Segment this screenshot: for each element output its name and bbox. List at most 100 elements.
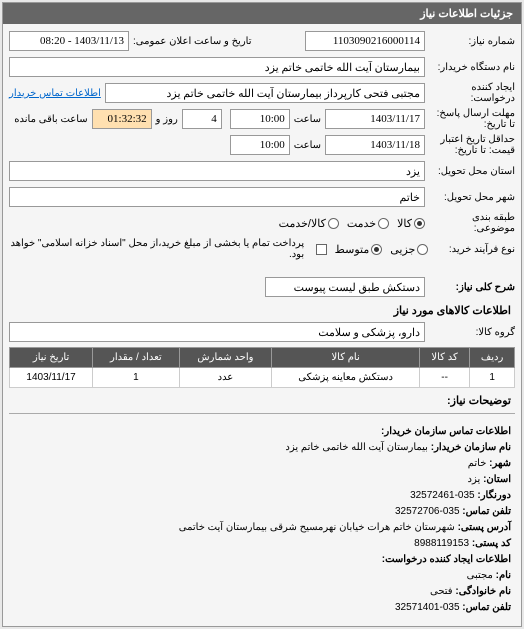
row-process: نوع فرآیند خرید: جزیی متوسط پرداخت تمام … [9,238,515,260]
fax-label: دورنگار: [477,490,511,501]
category-radio-group: کالا خدمت کالا/خدمت [279,217,425,230]
contact-block: اطلاعات تماس سازمان خریدار: نام سازمان خ… [9,420,515,620]
radio-medium[interactable]: متوسط [335,243,383,256]
treasury-checkbox[interactable] [316,244,327,255]
radio-medium-label: متوسط [335,243,370,256]
announce-label: تاریخ و ساعت اعلان عمومی: [129,36,256,47]
deadline-label: مهلت ارسال پاسخ: تا تاریخ: [425,108,515,130]
table-header-row: ردیف کد کالا نام کالا واحد شمارش تعداد /… [10,348,515,368]
city-input[interactable] [9,187,425,207]
radio-goods[interactable]: کالا [397,217,425,230]
phone-value: 035-32572706 [395,506,460,517]
city-label: شهر محل تحویل: [425,192,515,203]
goods-info-title: اطلاعات کالاهای مورد نیاز [9,304,515,317]
province-label: استان محل تحویل: [425,166,515,177]
need-number-input[interactable] [305,31,425,51]
requester-label: ایجاد کننده درخواست: [425,82,515,104]
days-label: روز و [152,114,182,125]
td-unit: عدد [179,368,272,388]
contact-city-label: شهر: [489,458,511,469]
contact-province-label: استان: [483,474,511,485]
key-input[interactable] [265,277,425,297]
radio-goods-service-label: کالا/خدمت [279,217,326,230]
td-name: دستکش معاینه پزشکی [272,368,420,388]
th-date: تاریخ نیاز [10,348,93,368]
province-input[interactable] [9,161,425,181]
time-label-2: ساعت [290,140,325,151]
goods-group-input[interactable] [9,322,425,342]
row-need-number: شماره نیاز: تاریخ و ساعت اعلان عمومی: [9,30,515,52]
radio-dot-icon [378,218,389,229]
radio-dot-icon [328,218,339,229]
validity-label: حداقل تاریخ اعتبار قیمت: تا تاریخ: [425,134,515,156]
row-buyer-org: نام دستگاه خریدار: [9,56,515,78]
desc-title: توضیحات نیاز: [9,394,515,407]
radio-small[interactable]: جزیی [390,243,428,256]
org-name-label: نام سازمان خریدار: [431,442,511,453]
radio-dot-icon [414,218,425,229]
phone-label: تلفن تماس: [462,506,511,517]
cphone-label: تلفن تماس: [462,602,511,613]
goods-group-label: گروه کالا: [425,327,515,338]
process-radio-group: جزیی متوسط پرداخت تمام یا بخشی از مبلغ خ… [9,238,428,260]
panel-title: جزئیات اطلاعات نیاز [3,3,521,24]
category-label: طبقه بندی موضوعی: [425,212,515,234]
radio-goods-service[interactable]: کالا/خدمت [279,217,339,230]
address-value: شهرستان خاتم هرات خیابان نهرمسیح شرقی بی… [179,522,455,533]
row-province: استان محل تحویل: [9,160,515,182]
row-requester: ایجاد کننده درخواست: اطلاعات تماس خریدار [9,82,515,104]
td-row: 1 [470,368,515,388]
cphone-value: 035-32571401 [395,602,460,613]
goods-table: ردیف کد کالا نام کالا واحد شمارش تعداد /… [9,347,515,388]
postal-value: 8988119153 [414,538,469,549]
row-validity: حداقل تاریخ اعتبار قیمت: تا تاریخ: ساعت [9,134,515,156]
validity-time-input[interactable] [230,135,290,155]
remaining-input[interactable] [92,109,152,129]
th-row: ردیف [470,348,515,368]
days-input[interactable] [182,109,222,129]
row-city: شهر محل تحویل: [9,186,515,208]
row-goods-group: گروه کالا: [9,321,515,343]
td-code: -- [419,368,469,388]
fax-value: 035-32572461 [410,490,475,501]
contact-city-value: خاتم [468,458,487,469]
remaining-label: ساعت باقی مانده [10,114,91,125]
contact-title: اطلاعات تماس سازمان خریدار: [381,426,511,437]
radio-goods-label: کالا [397,217,412,230]
contact-link[interactable]: اطلاعات تماس خریدار [9,88,101,99]
panel-body: شماره نیاز: تاریخ و ساعت اعلان عمومی: نا… [3,24,521,626]
row-category: طبقه بندی موضوعی: کالا خدمت کالا/خدمت [9,212,515,234]
validity-date-input[interactable] [325,135,425,155]
contact-province-value: یزد [468,474,481,485]
buyer-org-input[interactable] [9,57,425,77]
td-date: 1403/11/17 [10,368,93,388]
deadline-time-input[interactable] [230,109,290,129]
th-unit: واحد شمارش [179,348,272,368]
process-note: پرداخت تمام یا بخشی از مبلغ خرید،از محل … [9,238,308,260]
radio-small-label: جزیی [390,243,415,256]
need-details-panel: جزئیات اطلاعات نیاز شماره نیاز: تاریخ و … [2,2,522,627]
td-qty: 1 [93,368,179,388]
address-label: آدرس پستی: [458,522,511,533]
deadline-date-input[interactable] [325,109,425,129]
radio-dot-icon [371,244,382,255]
announce-input[interactable] [9,31,129,51]
need-number-label: شماره نیاز: [425,36,515,47]
key-label: شرح کلی نیاز: [425,282,515,293]
th-name: نام کالا [272,348,420,368]
lname-label: نام خانوادگی: [455,586,511,597]
postal-label: کد پستی: [472,538,511,549]
table-row: 1 -- دستکش معاینه پزشکی عدد 1 1403/11/17 [10,368,515,388]
org-name-value: بیمارستان آیت الله خاتمی خاتم یزد [285,442,428,453]
requester-input[interactable] [105,83,425,103]
radio-service[interactable]: خدمت [347,217,389,230]
buyer-org-label: نام دستگاه خریدار: [425,62,515,73]
th-qty: تعداد / مقدار [93,348,179,368]
th-code: کد کالا [419,348,469,368]
radio-dot-icon [417,244,428,255]
time-label-1: ساعت [290,114,325,125]
row-key: شرح کلی نیاز: [9,276,515,298]
creator-title: اطلاعات ایجاد کننده درخواست: [382,554,511,565]
lname-value: فتحی [430,586,453,597]
row-deadline: مهلت ارسال پاسخ: تا تاریخ: ساعت روز و سا… [9,108,515,130]
